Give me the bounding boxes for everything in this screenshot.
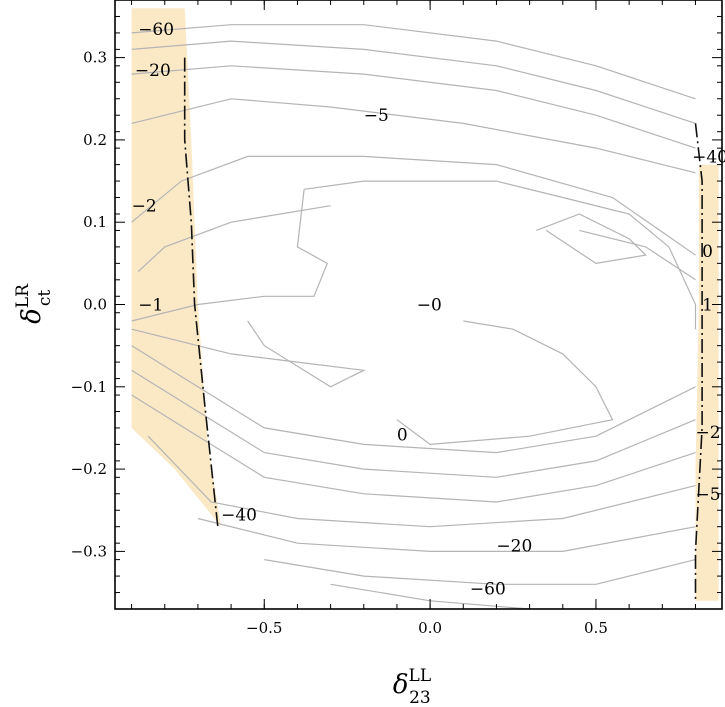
contour-label-layer: −60 −20 −5 −2 −1 −0 0 −40 −20 −60 −40 0 1 −2 −5 bbox=[132, 20, 725, 600]
contour-label-8: −20 bbox=[496, 537, 532, 557]
contour-label-1: −20 bbox=[135, 61, 171, 81]
contour-line-19 bbox=[330, 583, 630, 609]
y-axis-symbol: δ bbox=[17, 308, 47, 324]
x-tick-label-1: 0.0 bbox=[418, 619, 442, 637]
contour-layer bbox=[131, 24, 697, 609]
y-tick-label-2: 0.1 bbox=[83, 213, 107, 231]
excluded-region-0 bbox=[131, 8, 222, 527]
contour-line-11 bbox=[131, 320, 366, 388]
contour-label-5: −0 bbox=[417, 296, 442, 316]
contour-line-4 bbox=[131, 155, 696, 256]
boundary-line-1 bbox=[694, 123, 703, 601]
contour-label-11: 0 bbox=[702, 242, 713, 262]
y-tick-label-4: −0.1 bbox=[71, 378, 107, 396]
y-axis-superscript: LR bbox=[13, 283, 33, 308]
x-tick-label-2: 0.5 bbox=[584, 619, 608, 637]
contour-label-14: −5 bbox=[696, 485, 721, 505]
contour-line-6 bbox=[579, 229, 696, 281]
contour-label-3: −2 bbox=[132, 197, 157, 217]
contour-line-1 bbox=[131, 40, 696, 124]
contour-line-10 bbox=[536, 213, 647, 265]
y-tick-label-6: −0.3 bbox=[71, 542, 107, 560]
contour-line-9 bbox=[668, 246, 697, 330]
contour-line-5 bbox=[137, 205, 331, 273]
contour-line-12 bbox=[396, 320, 614, 446]
contour-line-17 bbox=[197, 517, 696, 553]
contour-line-7 bbox=[131, 189, 329, 322]
y-tick-label-3: 0.0 bbox=[83, 296, 107, 314]
x-axis-subscript: 23 bbox=[409, 688, 431, 707]
x-axis-symbol: δ bbox=[393, 670, 409, 700]
contour-label-9: −60 bbox=[470, 579, 506, 599]
y-tick-label-5: −0.2 bbox=[71, 460, 107, 478]
contour-label-2: −5 bbox=[364, 106, 389, 126]
x-axis-title: δLL 23 bbox=[393, 666, 431, 707]
x-tick-label-0: −0.5 bbox=[246, 619, 282, 637]
y-axis-title: δLR ct bbox=[13, 283, 55, 324]
contour-line-18 bbox=[264, 559, 696, 585]
contour-line-0 bbox=[131, 24, 696, 100]
contour-line-15 bbox=[131, 394, 696, 503]
tick-layer: −0.5 0.0 0.5 0.3 0.2 0.1 0.0 −0.1 −0.2 −0.3 bbox=[71, 0, 722, 637]
contour-label-10: −40 bbox=[692, 147, 725, 167]
contour-line-14 bbox=[131, 369, 696, 478]
contour-label-13: −2 bbox=[696, 423, 721, 443]
y-tick-label-0: 0.3 bbox=[83, 49, 107, 67]
excluded-region-1 bbox=[695, 164, 719, 601]
contour-label-12: 1 bbox=[702, 296, 713, 316]
contour-line-8 bbox=[304, 180, 670, 248]
y-tick-label-1: 0.2 bbox=[83, 131, 107, 149]
contour-line-3 bbox=[131, 98, 696, 174]
contour-line-2 bbox=[131, 65, 696, 149]
contour-label-7: −40 bbox=[221, 505, 257, 525]
boundary-layer bbox=[183, 57, 703, 601]
y-axis-subscript: ct bbox=[35, 290, 55, 307]
boundary-line-0 bbox=[183, 57, 219, 527]
x-axis-superscript: LL bbox=[409, 666, 432, 686]
contour-label-4: −1 bbox=[138, 296, 163, 316]
contour-line-16 bbox=[147, 435, 696, 528]
contour-label-6: 0 bbox=[397, 426, 408, 446]
contour-label-0: −60 bbox=[138, 20, 174, 40]
contour-line-13 bbox=[131, 345, 696, 454]
